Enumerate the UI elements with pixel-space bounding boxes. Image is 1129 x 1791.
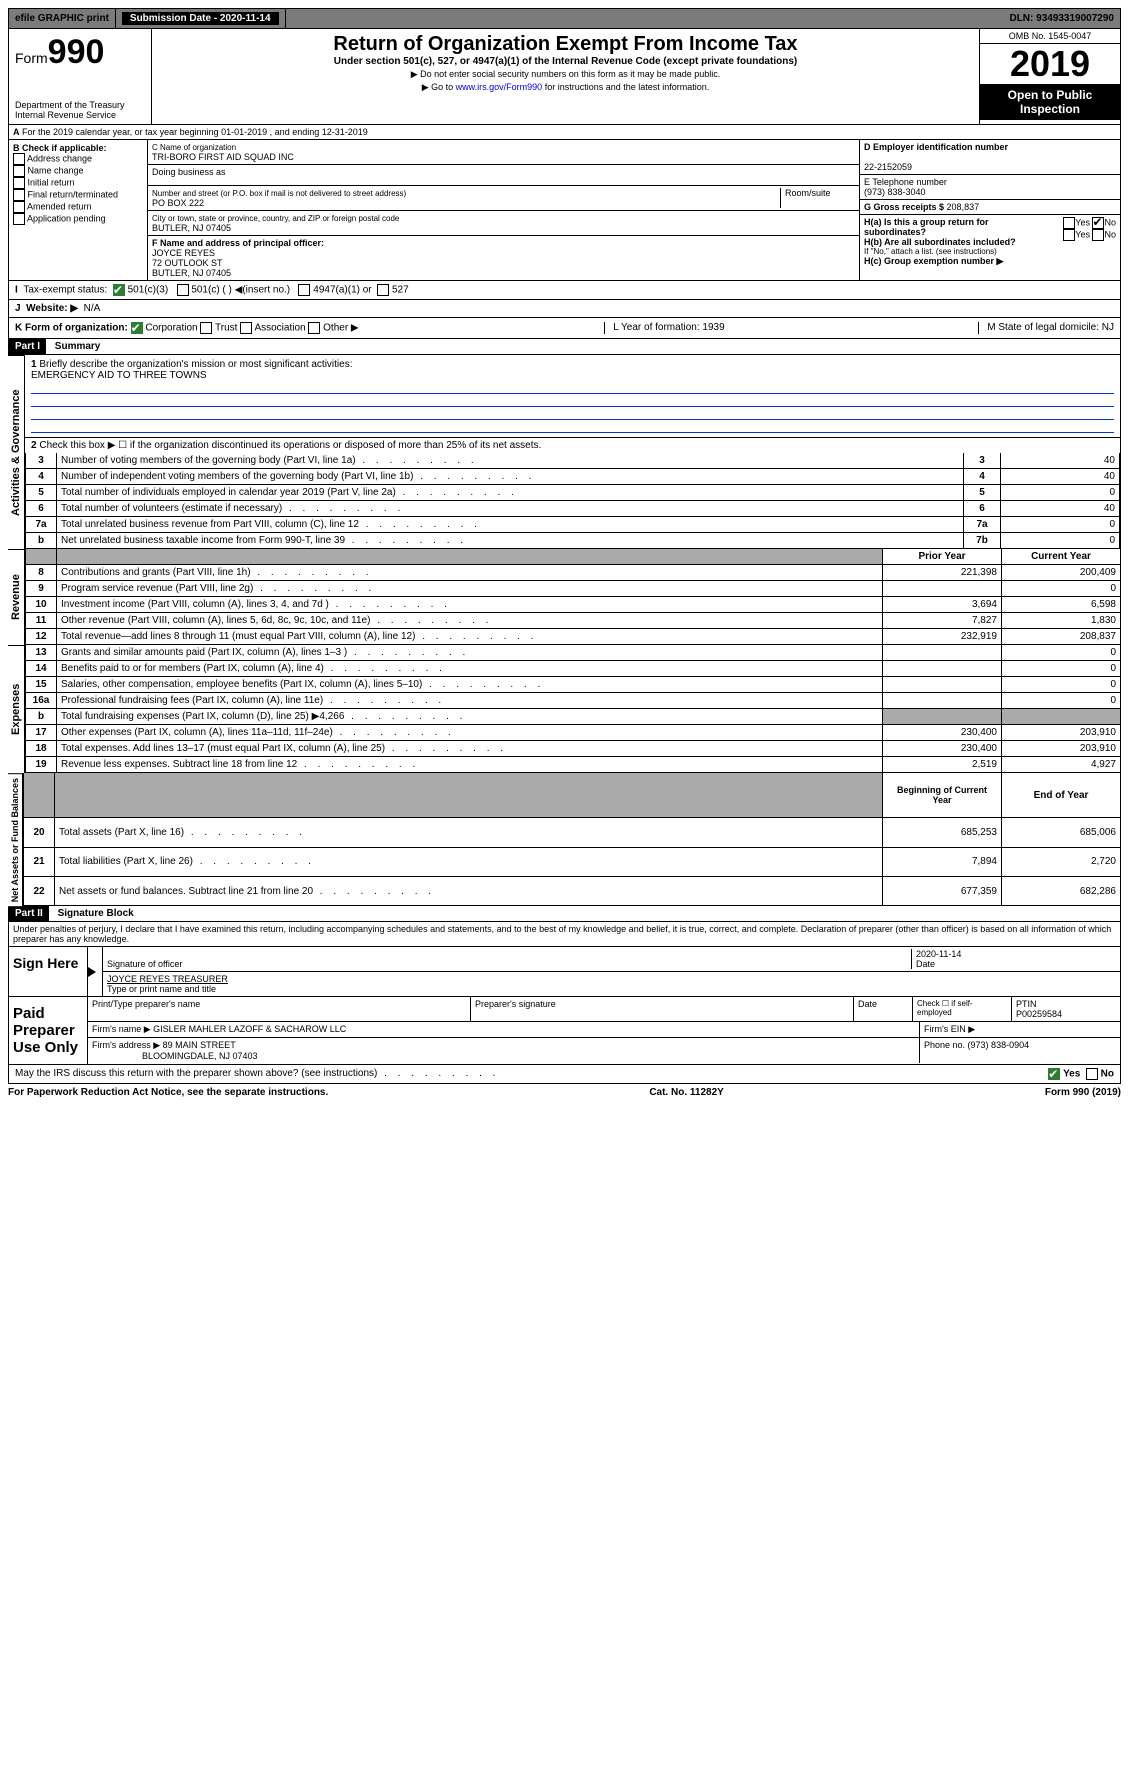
bullet-2: ▶ Go to www.irs.gov/Form990 for instruct…	[156, 82, 975, 93]
preparer-block: Paid Preparer Use Only Print/Type prepar…	[8, 997, 1121, 1065]
form-subtitle: Under section 501(c), 527, or 4947(a)(1)…	[156, 56, 975, 67]
chk-final-return[interactable]	[13, 189, 25, 201]
chk-ha-no[interactable]	[1092, 217, 1104, 229]
sign-arrow-icon	[88, 967, 96, 977]
phone: (973) 838-3040	[864, 187, 926, 197]
part2-header: Part II Signature Block	[8, 906, 1121, 922]
chk-ha-yes[interactable]	[1063, 217, 1075, 229]
box-d: D Employer identification number 22-2152…	[859, 140, 1120, 280]
room-suite: Room/suite	[780, 188, 855, 208]
efile-label: efile GRAPHIC print	[9, 9, 116, 28]
sign-here-block: Sign Here Signature of officer 2020-11-1…	[8, 947, 1121, 997]
chk-initial-return[interactable]	[13, 177, 25, 189]
dln: DLN: 93493319007290	[1003, 9, 1120, 28]
chk-amended-return[interactable]	[13, 201, 25, 213]
officer-addr2: BUTLER, NJ 07405	[152, 268, 231, 278]
chk-hb-no[interactable]	[1092, 229, 1104, 241]
vlabel-revenue: Revenue	[8, 549, 25, 645]
status-website: I Tax-exempt status: 501(c)(3) 501(c) ( …	[8, 281, 1121, 318]
chk-assoc[interactable]	[240, 322, 252, 334]
chk-501c[interactable]	[177, 284, 189, 296]
firm-name: GISLER MAHLER LAZOFF & SACHAROW LLC	[153, 1024, 346, 1034]
chk-corp[interactable]	[131, 322, 143, 334]
chk-name-change[interactable]	[13, 165, 25, 177]
net-table: Beginning of Current YearEnd of Year20To…	[23, 773, 1121, 906]
officer-addr1: 72 OUTLOOK ST	[152, 258, 223, 268]
row-klm: K Form of organization: Corporation Trus…	[8, 318, 1121, 339]
firm-ein: Firm's EIN ▶	[920, 1022, 1120, 1037]
org-address: PO BOX 222	[152, 198, 204, 208]
irs-link[interactable]: www.irs.gov/Form990	[456, 82, 543, 92]
chk-trust[interactable]	[200, 322, 212, 334]
chk-other[interactable]	[308, 322, 320, 334]
box-b: B Check if applicable: Address change Na…	[9, 140, 148, 280]
chk-4947[interactable]	[298, 284, 310, 296]
chk-527[interactable]	[377, 284, 389, 296]
officer-typed-name: JOYCE REYES TREASURER	[107, 974, 228, 984]
submission-date: Submission Date - 2020-11-14	[122, 12, 279, 25]
chk-discuss-yes[interactable]	[1048, 1068, 1060, 1080]
ptin: P00259584	[1016, 1009, 1062, 1019]
revenue-table: Prior YearCurrent Year8Contributions and…	[25, 549, 1121, 645]
firm-addr1: 89 MAIN STREET	[163, 1040, 236, 1050]
vlabel-governance: Activities & Governance	[8, 355, 25, 549]
website-val: N/A	[84, 303, 101, 314]
open-public-badge: Open to Public Inspection	[980, 84, 1120, 120]
omb-number: OMB No. 1545-0047	[980, 29, 1120, 44]
firm-addr2: BLOOMINGDALE, NJ 07403	[142, 1051, 258, 1061]
org-info-block: B Check if applicable: Address change Na…	[8, 140, 1121, 281]
year-formation: L Year of formation: 1939	[604, 322, 732, 334]
topbar: efile GRAPHIC print Submission Date - 20…	[8, 8, 1121, 29]
firm-phone: (973) 838-0904	[968, 1040, 1030, 1050]
state-domicile: M State of legal domicile: NJ	[978, 322, 1114, 334]
discuss-row: May the IRS discuss this return with the…	[8, 1065, 1121, 1084]
perjury-declaration: Under penalties of perjury, I declare th…	[8, 922, 1121, 947]
mission-text: EMERGENCY AID TO THREE TOWNS	[31, 370, 207, 381]
chk-501c3[interactable]	[113, 284, 125, 296]
vlabel-expenses: Expenses	[8, 645, 25, 773]
row-a-tax-year: A For the 2019 calendar year, or tax yea…	[8, 125, 1121, 140]
form-header: Form990 Department of the Treasury Inter…	[8, 29, 1121, 125]
footer: For Paperwork Reduction Act Notice, see …	[8, 1084, 1121, 1101]
org-name: TRI-BORO FIRST AID SQUAD INC	[152, 152, 294, 162]
chk-hb-yes[interactable]	[1063, 229, 1075, 241]
form-number: Form990	[15, 33, 145, 72]
vlabel-net: Net Assets or Fund Balances	[8, 773, 23, 906]
form-title: Return of Organization Exempt From Incom…	[156, 33, 975, 56]
gross-receipts: G Gross receipts $ 208,837	[860, 200, 1120, 215]
bullet-1: ▶ Do not enter social security numbers o…	[156, 69, 975, 80]
governance-table: 3Number of voting members of the governi…	[25, 453, 1120, 549]
sign-date: 2020-11-14	[916, 949, 961, 959]
box-c: C Name of organization TRI-BORO FIRST AI…	[148, 140, 859, 280]
chk-discuss-no[interactable]	[1086, 1068, 1098, 1080]
chk-application-pending[interactable]	[13, 213, 25, 225]
dept-label: Department of the Treasury Internal Reve…	[15, 100, 145, 120]
dba: Doing business as	[148, 165, 859, 186]
officer-name: JOYCE REYES	[152, 248, 215, 258]
org-city: BUTLER, NJ 07405	[152, 223, 231, 233]
part1-header: Part I Summary	[8, 339, 1121, 355]
chk-address-change[interactable]	[13, 153, 25, 165]
expenses-table: 13Grants and similar amounts paid (Part …	[25, 645, 1121, 773]
ein: 22-2152059	[864, 162, 912, 172]
tax-year: 2019	[980, 44, 1120, 84]
